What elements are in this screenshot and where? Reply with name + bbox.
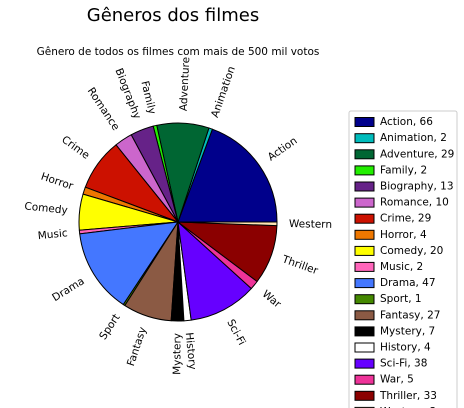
- pie-slice-action: [177, 128, 278, 223]
- legend-entry-comedy: Comedy, 20: [380, 245, 443, 257]
- legend-entry-biography: Biography, 13: [380, 181, 454, 193]
- legend-frame: [348, 110, 458, 408]
- slice-label-sport: Sport: [97, 312, 122, 342]
- legend-entry-family: Family, 2: [380, 164, 427, 176]
- legend-swatch-family: [354, 165, 375, 176]
- legend-swatch-crime: [354, 213, 375, 224]
- legend-swatch-action: [354, 117, 375, 127]
- legend-swatch-drama: [354, 278, 375, 289]
- slice-label-drama: Drama: [50, 275, 87, 304]
- legend-entry-adventure: Adventure, 29: [380, 148, 454, 160]
- slice-label-war: War: [260, 288, 284, 311]
- slice-label-history: History: [183, 332, 199, 370]
- legend-entry-thriller: Thriller, 33: [379, 390, 437, 402]
- legend: Action, 66 Animation, 2 Adventure, 29 Famil…: [348, 110, 458, 408]
- legend-swatch-romance: [354, 197, 375, 208]
- legend-entry-animation: Animation, 2: [380, 132, 447, 144]
- legend-swatch-biography: [354, 181, 375, 192]
- chart-title: Gêneros dos filmes: [87, 5, 260, 26]
- legend-entry-romance: Romance, 10: [380, 197, 449, 209]
- legend-swatch-thriller: [354, 390, 375, 401]
- legend-entry-music: Music, 2: [380, 261, 423, 273]
- legend-swatch-animation: [354, 133, 375, 144]
- legend-entry-fantasy: Fantasy, 27: [380, 309, 440, 321]
- legend-entry-action: Action, 66: [380, 116, 433, 128]
- legend-entry-sport: Sport, 1: [380, 293, 422, 305]
- legend-swatch-sport: [354, 294, 375, 305]
- pie-slice-sci-fi: [177, 221, 252, 321]
- slice-label-sci-fi: Sci-Fi: [224, 317, 247, 347]
- legend-entry-history: History, 4: [380, 342, 431, 354]
- legend-swatch-mystery: [354, 326, 375, 337]
- pie-slice-drama: [79, 221, 179, 306]
- slice-label-animation: Animation: [209, 65, 238, 119]
- legend-entry-war: War, 5: [380, 374, 414, 386]
- legend-swatch-sci-fi: [354, 358, 375, 369]
- slice-label-western: Western: [289, 218, 332, 231]
- slice-label-romance: Romance: [85, 85, 122, 132]
- legend-entry-horror: Horror, 4: [380, 229, 427, 241]
- legend-entry-mystery: Mystery, 7: [380, 325, 435, 337]
- pie-slices: [78, 122, 278, 322]
- legend-swatch-history: [354, 342, 375, 353]
- legend-entry-sci-fi: Sci-Fi, 38: [380, 358, 427, 370]
- legend-entry-drama: Drama, 47: [380, 277, 436, 289]
- legend-swatch-comedy: [354, 245, 375, 256]
- legend-swatch-adventure: [354, 149, 375, 160]
- legend-swatch-war: [354, 374, 375, 385]
- slice-label-music: Music: [37, 227, 68, 242]
- legend-swatch-music: [354, 261, 375, 272]
- slice-label-adventure: Adventure: [178, 57, 193, 112]
- legend-entry-crime: Crime, 29: [380, 213, 431, 225]
- legend-swatch-fantasy: [354, 310, 375, 321]
- legend-swatch-horror: [354, 229, 375, 240]
- slice-label-horror: Horror: [39, 171, 75, 193]
- pie-slice-western: [177, 221, 278, 227]
- legend-entry-western: Western, 2: [380, 406, 436, 408]
- slice-label-fantasy: Fantasy: [125, 326, 149, 368]
- chart-subtitle: Gênero de todos os filmes com mais de 50…: [37, 46, 320, 58]
- slice-label-mystery: Mystery: [171, 333, 183, 375]
- slice-label-thriller: Thriller: [280, 253, 320, 277]
- slice-label-biography: Biography: [112, 67, 143, 121]
- slice-label-action: Action: [266, 135, 300, 164]
- slice-label-comedy: Comedy: [24, 200, 68, 216]
- slice-label-crime: Crime: [59, 134, 91, 162]
